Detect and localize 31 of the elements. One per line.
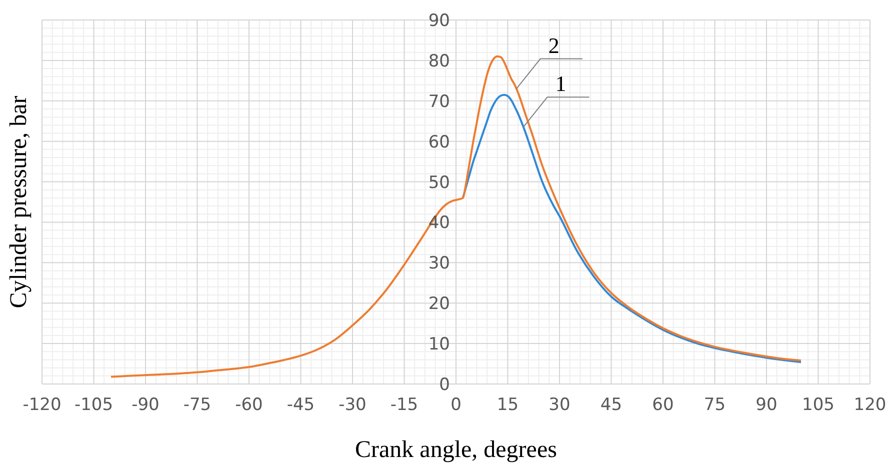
x-tick-label: 75: [704, 395, 726, 416]
x-tick-label: -75: [183, 395, 212, 416]
line-series: [110, 55, 802, 378]
x-tick-label: 15: [496, 395, 519, 416]
x-tick-label: -45: [286, 395, 315, 416]
y-tick-label: 0: [439, 375, 450, 395]
y-tick-label: 80: [428, 51, 450, 72]
x-tick-label: 105: [802, 395, 834, 416]
y-tick-label: 30: [428, 254, 450, 274]
y-tick-label: 10: [428, 334, 450, 355]
x-tick-label: -105: [74, 395, 114, 416]
x-tick-label: -15: [390, 395, 418, 416]
x-tick-label: 90: [756, 395, 778, 416]
y-tick-label: 70: [428, 92, 450, 112]
x-tick-label: -60: [235, 395, 263, 416]
x-tick-label: -30: [338, 395, 366, 416]
x-tick-label: -90: [132, 395, 160, 416]
annotation: 1: [555, 71, 566, 96]
annotation: 2: [548, 32, 560, 58]
x-tick-label: -120: [22, 395, 62, 416]
x-tick-label: 120: [854, 395, 886, 416]
y-tick-label: 60: [428, 132, 450, 152]
y-tick-label: 50: [428, 172, 450, 193]
y-tick-label: 20: [428, 294, 450, 314]
x-axis-title: Crank angle, degrees: [355, 437, 557, 463]
line-series: [462, 94, 802, 364]
x-tick-label: 30: [548, 395, 570, 416]
y-axis-title: Cylinder pressure, bar: [6, 96, 32, 308]
x-tick-label: 60: [652, 395, 674, 416]
x-tick-label: 45: [600, 395, 622, 416]
y-tick-label: 90: [428, 11, 450, 31]
